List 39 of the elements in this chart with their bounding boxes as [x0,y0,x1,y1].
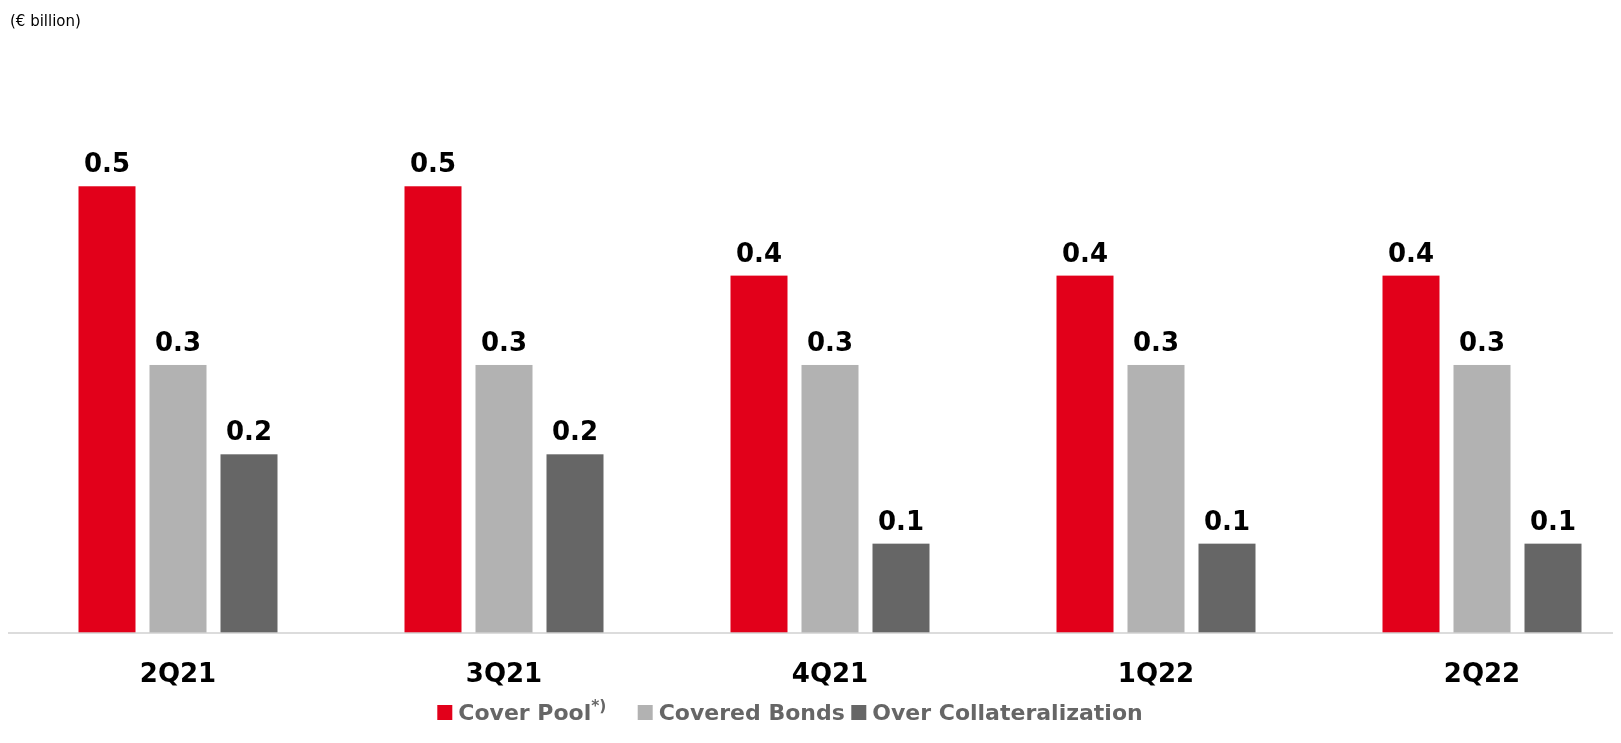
legend-label: Over Collateralization [872,700,1143,725]
text: (€ billion) [10,12,81,30]
legend-label: Covered Bonds [658,700,845,725]
data-label: 0.4 [1061,237,1109,268]
data-label: 0.3 [1458,326,1506,357]
bar [872,543,930,633]
data-label: 0.2 [225,416,273,447]
x-tick-label: 2Q21 [139,658,217,688]
data-label: 0.1 [877,505,925,536]
bar [730,275,788,633]
data-label: 0.3 [480,326,528,357]
bar [1198,543,1256,633]
bar [220,454,278,633]
x-tick-label: 4Q21 [791,658,869,688]
legend-label: Cover Pool$^{*)}$ [458,697,607,725]
data-label: 0.4 [735,237,783,268]
bar [801,364,859,633]
x-tick-label: 1Q22 [1117,658,1195,688]
data-label: 0.1 [1203,505,1251,536]
data-label: 0.4 [1387,237,1435,268]
bar [404,186,462,633]
data-label: 0.1 [1529,505,1577,536]
data-label: 0.2 [551,416,599,447]
x-tick-label: 3Q21 [465,658,543,688]
bar [546,454,604,633]
bar [1453,364,1511,633]
data-label: 0.5 [83,148,131,179]
bar [475,364,533,633]
bar [1524,543,1582,633]
x-tick-label: 2Q22 [1443,658,1521,688]
data-label: 0.3 [1132,326,1180,357]
bar [1382,275,1440,633]
data-label: 0.3 [154,326,202,357]
bar [149,364,207,633]
bar [1056,275,1114,633]
data-label: 0.3 [806,326,854,357]
data-label: 0.5 [409,148,457,179]
bar [1127,364,1185,633]
bar [78,186,136,633]
